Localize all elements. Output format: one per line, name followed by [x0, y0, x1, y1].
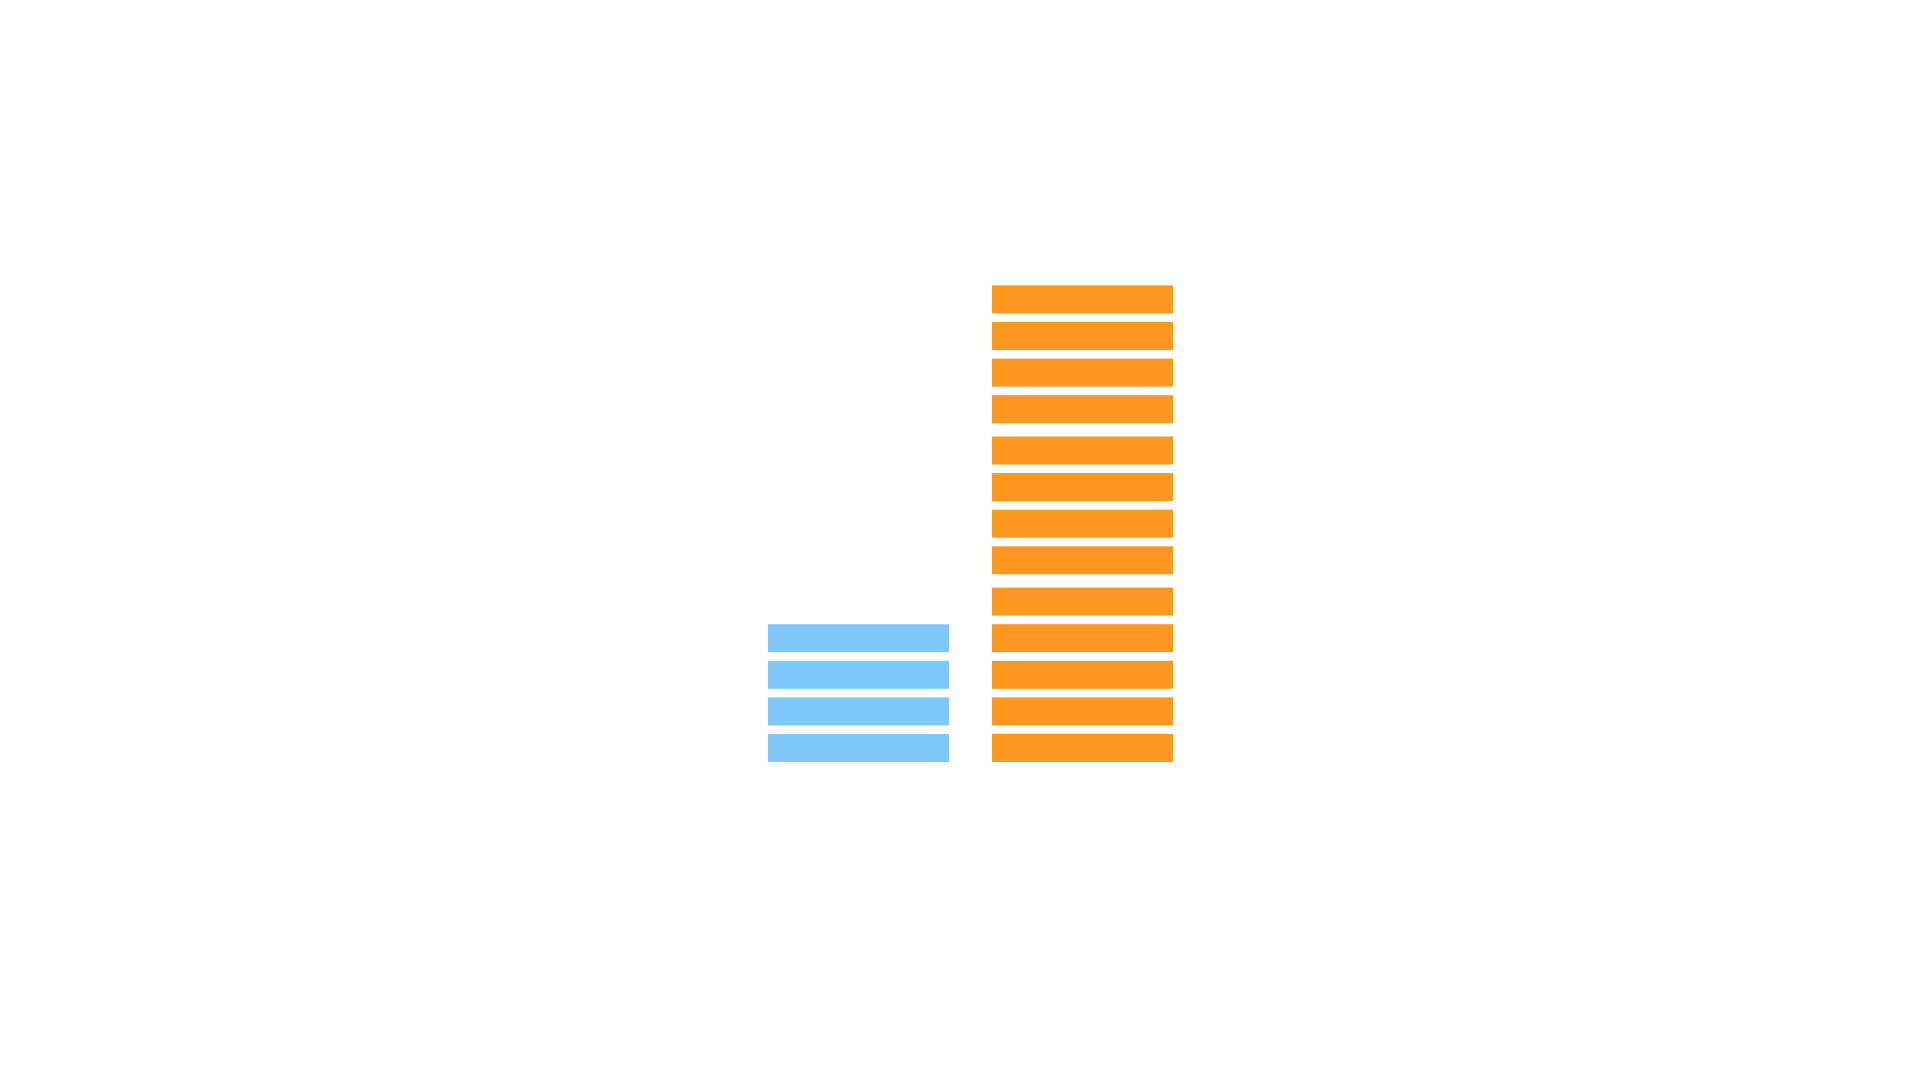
block: [992, 587, 1173, 616]
block: [992, 358, 1173, 387]
block: [768, 660, 949, 689]
block: [992, 395, 1173, 424]
block: [992, 436, 1173, 465]
block: [992, 285, 1173, 314]
block: [992, 624, 1173, 653]
block: [768, 734, 949, 762]
block: [992, 322, 1173, 350]
block: [992, 697, 1173, 726]
block: [992, 660, 1173, 689]
block: [992, 509, 1173, 538]
block: [768, 697, 949, 726]
block: [992, 473, 1173, 502]
block: [992, 734, 1173, 762]
block: [768, 624, 949, 653]
block: [992, 546, 1173, 575]
